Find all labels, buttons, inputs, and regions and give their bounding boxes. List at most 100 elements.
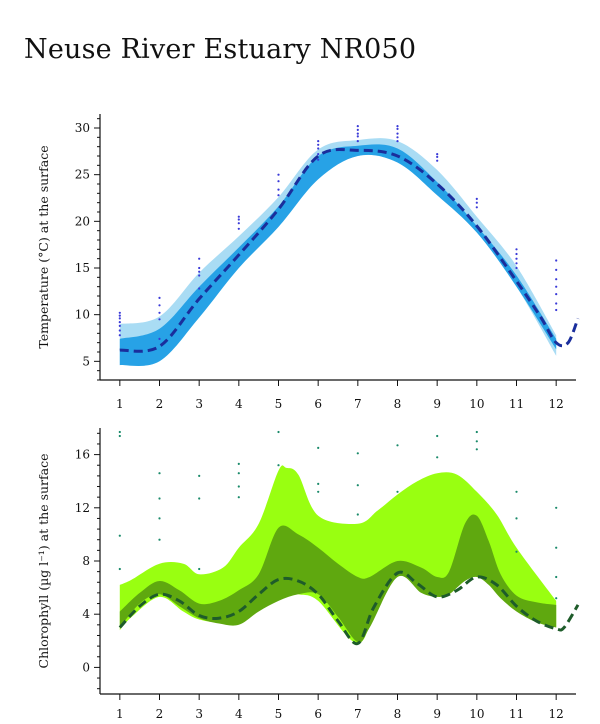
data-point — [396, 444, 399, 447]
data-point — [237, 227, 240, 230]
data-point — [356, 513, 359, 516]
data-point — [436, 434, 439, 438]
y-axis-title: Temperature (°C) at the surface — [36, 145, 51, 348]
data-point — [158, 304, 161, 307]
data-point — [118, 324, 121, 327]
data-point — [436, 456, 439, 459]
x-tick-label: 2 — [156, 397, 164, 411]
data-point — [515, 262, 518, 265]
x-tick-label: 1 — [116, 707, 124, 721]
data-point — [515, 266, 518, 270]
data-point — [158, 538, 161, 541]
data-point — [277, 180, 280, 183]
y-tick-label: 16 — [75, 448, 90, 462]
y-tick-label: 15 — [75, 261, 90, 275]
y-tick-label: 0 — [82, 660, 90, 674]
data-point — [198, 497, 201, 500]
data-point — [396, 127, 399, 130]
x-tick-label: 5 — [275, 707, 283, 721]
data-point — [356, 125, 359, 128]
data-point — [317, 143, 320, 146]
data-point — [237, 485, 240, 488]
y-tick-label: 8 — [82, 554, 90, 568]
data-point — [396, 490, 399, 493]
y-tick-label: 25 — [75, 168, 90, 182]
data-point — [277, 173, 280, 176]
data-point — [475, 430, 478, 434]
x-tick-label: 1 — [116, 397, 124, 411]
data-point — [118, 567, 121, 571]
data-point — [555, 285, 558, 288]
data-point — [237, 215, 240, 218]
data-point — [475, 197, 478, 200]
x-tick-label: 4 — [235, 707, 243, 721]
data-point — [555, 268, 558, 271]
data-point — [317, 153, 320, 156]
data-point — [515, 248, 518, 251]
data-point — [158, 472, 161, 475]
data-point — [118, 434, 121, 438]
data-point — [515, 252, 518, 256]
data-point — [555, 308, 558, 312]
data-point — [555, 597, 558, 600]
y-tick-label: 30 — [75, 121, 90, 135]
x-tick-label: 7 — [354, 707, 362, 721]
x-tick-label: 6 — [314, 707, 322, 721]
temperature-median-line — [119, 148, 580, 353]
chlorophyll-observations — [118, 430, 558, 600]
data-point — [436, 153, 439, 156]
y-tick-label: 4 — [82, 607, 90, 621]
x-tick-label: 10 — [469, 397, 484, 411]
x-tick-label: 9 — [433, 397, 441, 411]
page-title: Neuse River Estuary NR050 — [24, 34, 417, 65]
data-point — [555, 302, 558, 305]
data-point — [555, 546, 558, 549]
data-point — [317, 490, 320, 493]
data-point — [317, 446, 320, 449]
x-tick-label: 10 — [469, 707, 484, 721]
data-point — [396, 125, 399, 128]
data-point — [118, 329, 121, 332]
data-point — [198, 474, 201, 477]
data-point — [198, 257, 201, 260]
x-tick-label: 8 — [394, 397, 402, 411]
chlorophyll-median-line — [118, 570, 580, 646]
data-point — [356, 132, 359, 135]
data-point — [118, 534, 121, 537]
data-point — [515, 517, 518, 520]
data-point — [198, 567, 201, 571]
data-point — [317, 147, 320, 150]
data-point — [118, 311, 121, 314]
data-point — [475, 206, 478, 209]
y-tick-label: 20 — [75, 214, 90, 228]
data-point — [396, 140, 399, 143]
data-point — [356, 484, 359, 487]
x-tick-label: 9 — [433, 707, 441, 721]
data-point — [118, 430, 121, 434]
data-point — [277, 188, 280, 191]
data-point — [198, 270, 201, 273]
data-point — [555, 259, 558, 262]
x-tick-label: 2 — [156, 707, 164, 721]
data-point — [436, 155, 439, 158]
data-point — [118, 314, 121, 317]
data-point — [555, 278, 558, 281]
data-point — [198, 266, 201, 270]
data-point — [237, 496, 240, 499]
data-point — [515, 550, 518, 553]
data-point — [158, 296, 161, 299]
data-point — [515, 257, 518, 260]
data-point — [515, 490, 518, 493]
data-point — [555, 293, 558, 296]
x-tick-label: 4 — [235, 397, 243, 411]
data-point — [356, 452, 359, 455]
data-point — [277, 464, 280, 467]
data-point — [158, 517, 161, 520]
data-point — [356, 140, 359, 143]
x-tick-label: 5 — [275, 397, 283, 411]
data-point — [277, 430, 280, 434]
x-tick-label: 3 — [195, 397, 203, 411]
